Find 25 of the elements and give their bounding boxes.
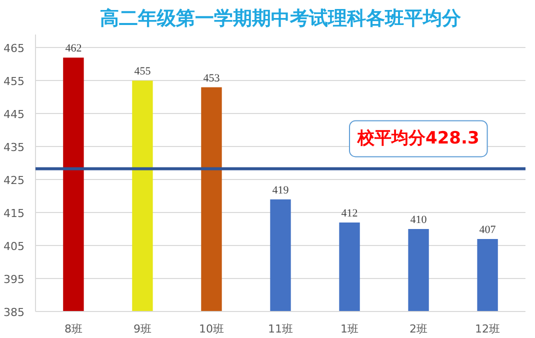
chart-title: 高二年级第一学期期中考试理科各班平均分 <box>100 8 462 30</box>
y-tick-label: 405 <box>4 240 25 254</box>
x-tick-label: 8班 <box>64 322 82 336</box>
y-tick-label: 395 <box>4 273 25 286</box>
y-tick-label: 415 <box>4 207 25 220</box>
ref-line-label: 校平均分428.3 <box>356 128 480 149</box>
x-tick-label: 12班 <box>475 322 500 336</box>
y-tick-label: 455 <box>4 75 25 88</box>
data-label: 412 <box>341 207 358 220</box>
data-label: 419 <box>272 184 290 196</box>
y-tick-label: 465 <box>4 42 25 56</box>
y-tick-label: 385 <box>4 306 25 319</box>
data-label: 407 <box>479 224 496 236</box>
y-tick-label: 435 <box>4 141 25 154</box>
x-tick-label: 2班 <box>410 322 428 336</box>
data-label: 453 <box>203 72 220 84</box>
data-label: 462 <box>65 42 82 55</box>
y-tick-label: 445 <box>4 108 25 122</box>
data-label: 410 <box>410 214 428 226</box>
x-tick-label: 11班 <box>268 322 293 336</box>
data-label: 455 <box>134 66 152 78</box>
x-tick-label: 10班 <box>198 322 224 336</box>
x-tick-label: 9班 <box>133 322 152 336</box>
x-tick-label: 1班 <box>340 322 359 336</box>
y-tick-label: 425 <box>4 174 25 188</box>
